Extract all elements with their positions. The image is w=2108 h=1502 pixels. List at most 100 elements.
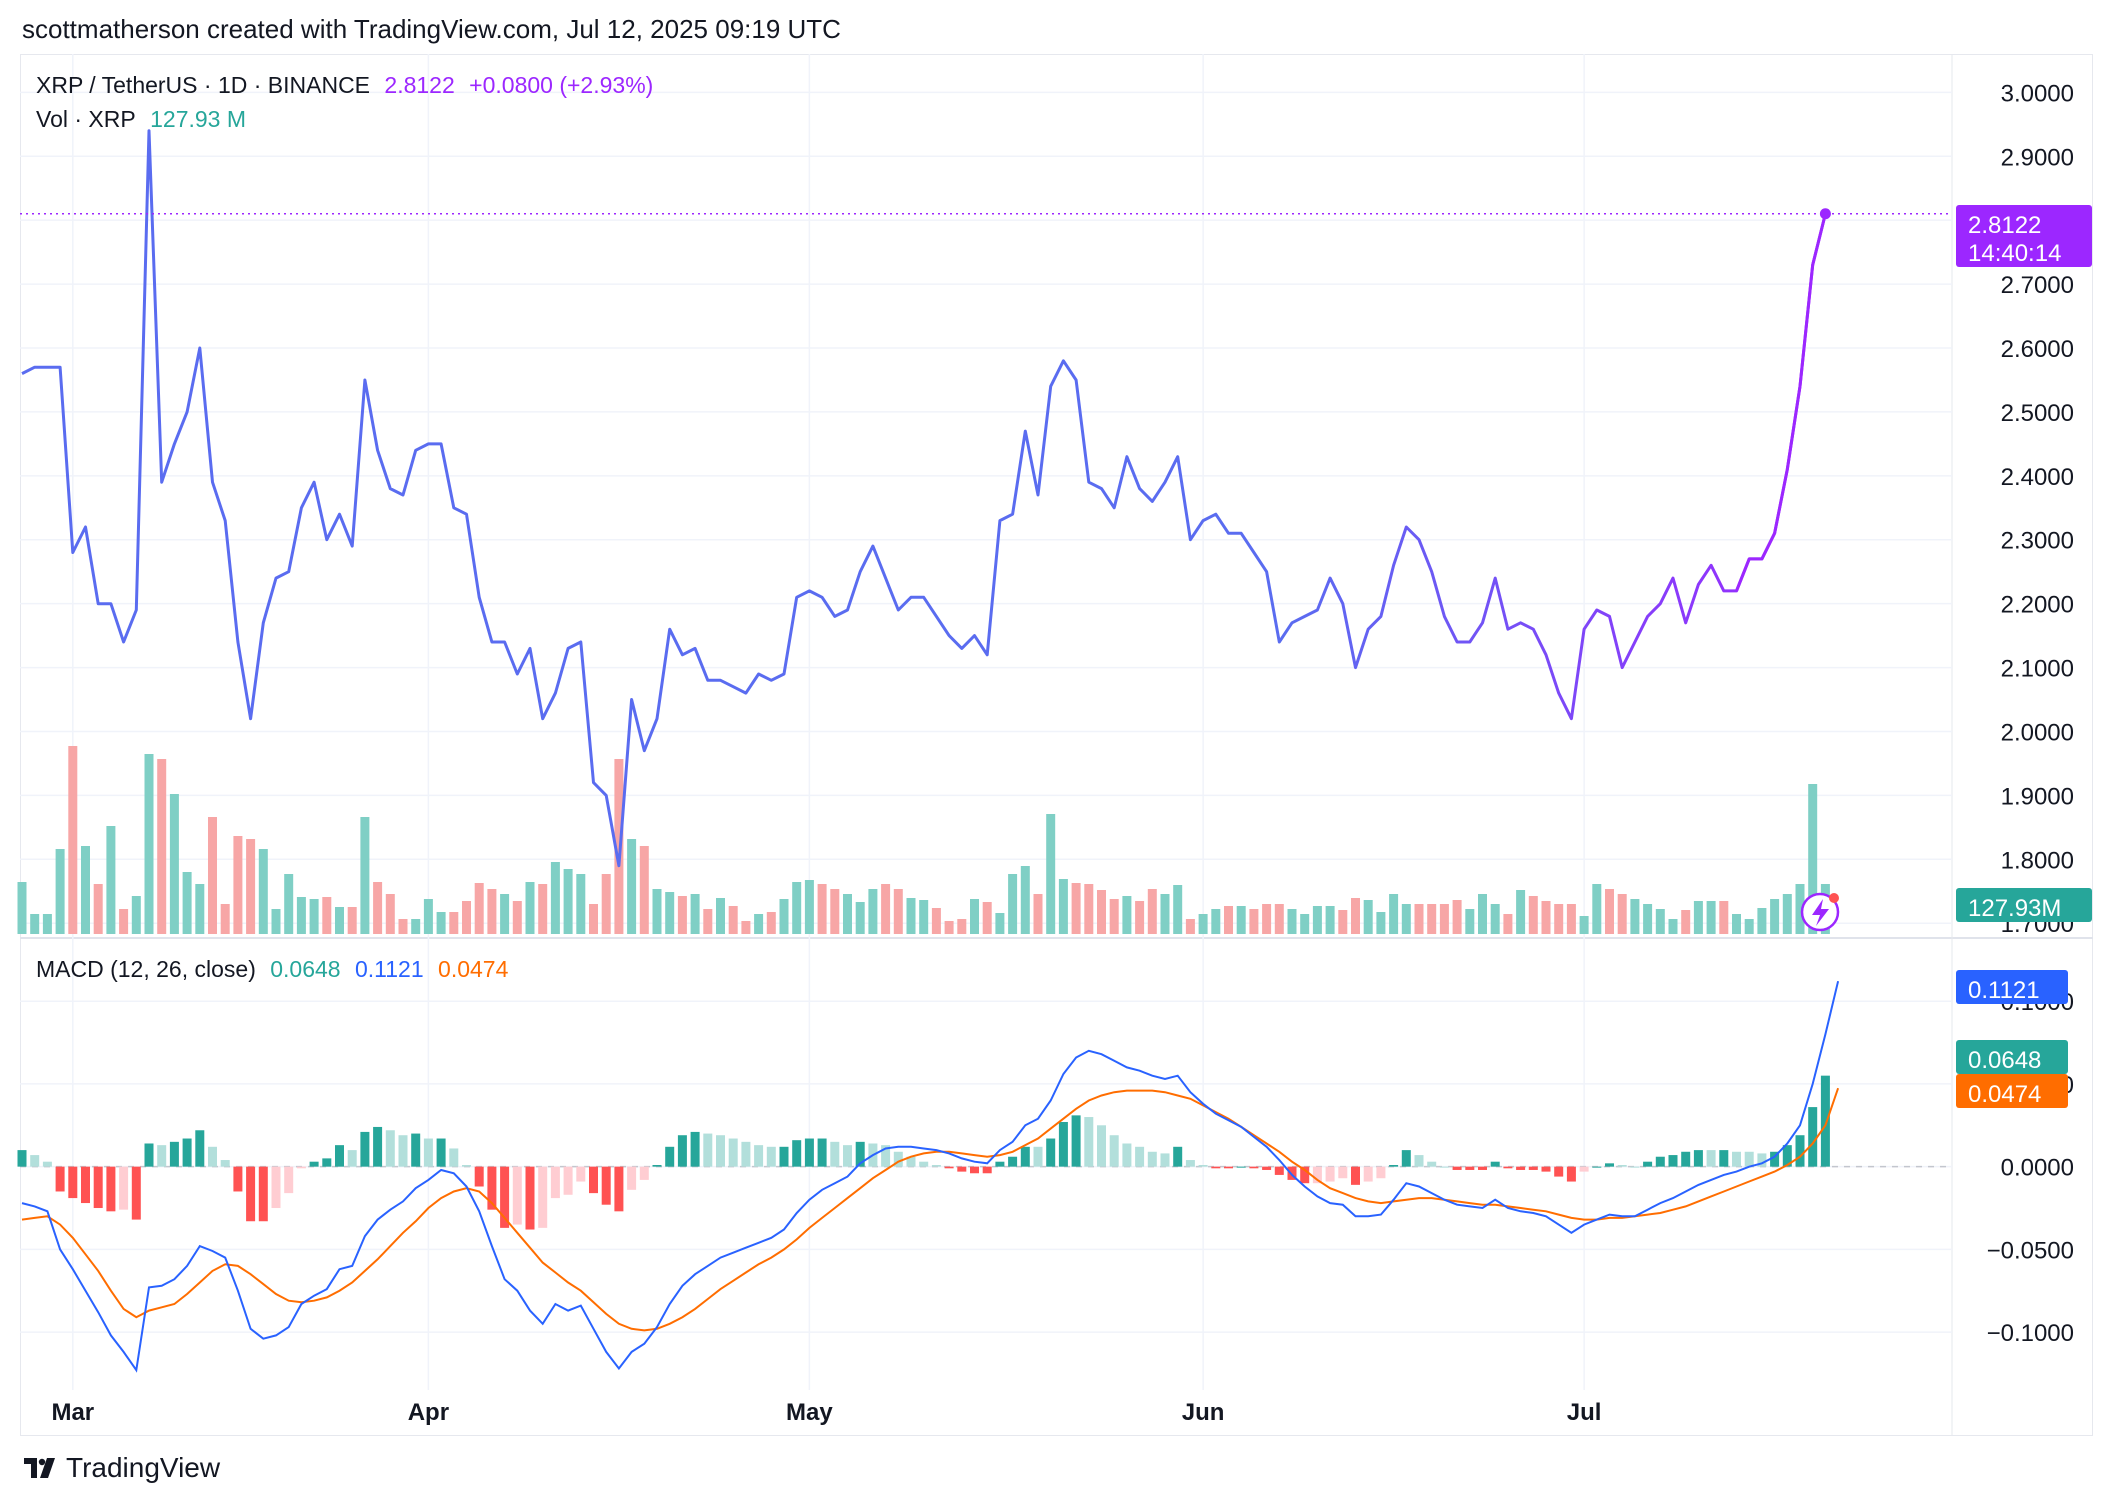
macd-hist-bar xyxy=(1084,1117,1094,1167)
macd-hist-bar xyxy=(1516,1166,1526,1170)
volume-bar xyxy=(830,889,840,934)
volume-bar xyxy=(1249,909,1259,934)
macd-hist-bar xyxy=(1274,1166,1284,1175)
macd-hist-bar xyxy=(1033,1146,1043,1167)
volume-bar xyxy=(589,904,598,934)
macd-hist-bar xyxy=(957,1166,967,1172)
macd-hist-bar xyxy=(1351,1166,1360,1185)
macd-hist-bar xyxy=(1630,1166,1640,1168)
volume-bar xyxy=(792,882,802,934)
macd-hist-bar xyxy=(474,1166,484,1187)
macd-hist-bar xyxy=(500,1166,510,1228)
volume-bar xyxy=(1414,904,1424,934)
macd-hist-bar xyxy=(1706,1150,1716,1167)
macd-hist-bar xyxy=(68,1166,78,1199)
price-tick-label: 1.9000 xyxy=(2001,783,2074,810)
volume-bar xyxy=(665,892,675,934)
volume-bar xyxy=(55,849,65,934)
volume-bar xyxy=(957,919,967,934)
macd-hist-bar xyxy=(550,1166,560,1199)
volume-bar xyxy=(1008,874,1018,934)
volume-bar xyxy=(931,908,941,934)
macd-label: MACD (12, 26, close) xyxy=(36,956,256,982)
volume-bar xyxy=(1795,884,1805,934)
macd-hist-bar xyxy=(309,1161,319,1167)
macd-hist-bar xyxy=(1566,1166,1576,1182)
axis-labels: MarAprMayJunJul3.00002.90002.80002.70002… xyxy=(51,80,2074,1426)
volume-bar xyxy=(906,898,916,934)
macd-hist-bar xyxy=(792,1140,802,1167)
volume-bar xyxy=(893,889,903,934)
volume-bar xyxy=(169,794,179,934)
macd-hist-bar xyxy=(741,1141,751,1167)
macd-hist-bar xyxy=(1541,1166,1551,1172)
volume-bar xyxy=(220,904,230,934)
macd-tick-label: 0.0000 xyxy=(2001,1155,2074,1182)
tradingview-logo-icon xyxy=(24,1458,55,1478)
lightning-icon xyxy=(1800,892,1840,932)
macd-line xyxy=(21,980,1840,1373)
volume-bar xyxy=(347,907,357,934)
price-tick-label: 1.8000 xyxy=(2001,847,2074,874)
volume-bar xyxy=(423,899,433,934)
volume-bar xyxy=(1643,904,1653,934)
macd-hist-bar xyxy=(1249,1166,1259,1169)
macd-hist-bar xyxy=(512,1166,522,1225)
macd-hist-bar xyxy=(144,1143,154,1167)
volume-legend: Vol · XRP 127.93 M xyxy=(36,106,254,133)
volume-bar xyxy=(131,896,141,934)
macd-hist-bar xyxy=(1338,1166,1348,1179)
macd-hist-bar xyxy=(398,1135,408,1167)
volume-bar xyxy=(995,913,1005,934)
macd-hist-bar xyxy=(906,1156,916,1167)
volume-bar xyxy=(766,912,776,934)
volume-bar xyxy=(1681,910,1691,934)
volume-bar xyxy=(843,894,852,934)
volume-bar xyxy=(1109,899,1119,934)
volume-bar xyxy=(436,912,446,934)
macd-hist-bar xyxy=(677,1135,687,1167)
volume-bar xyxy=(1465,909,1475,934)
hist-badge: 0.0648 xyxy=(1956,1040,2068,1074)
chart-frame xyxy=(20,54,2093,1436)
price-tick-label: 2.2000 xyxy=(2001,592,2074,619)
volume-bar xyxy=(1211,909,1221,934)
macd-hist-bar xyxy=(246,1166,256,1222)
volume-label: Vol · XRP xyxy=(36,106,136,132)
last-price: 2.8122 xyxy=(384,72,455,98)
price-line xyxy=(21,129,1827,868)
volume-bar xyxy=(500,894,510,934)
macd-hist-bar xyxy=(1452,1166,1462,1170)
volume-bar xyxy=(1617,894,1627,934)
macd-hist-bar xyxy=(830,1141,840,1167)
macd-hist-bar xyxy=(220,1160,230,1167)
volume-bar xyxy=(1757,908,1767,934)
series-lines xyxy=(20,129,1952,1373)
macd-hist-value: 0.0648 xyxy=(270,956,341,982)
volume-bar xyxy=(1122,896,1132,934)
macd-hist-bar xyxy=(360,1131,370,1167)
svg-text:127.93M: 127.93M xyxy=(1968,895,2061,922)
macd-hist-bar xyxy=(1427,1161,1437,1167)
macd-hist-bar xyxy=(1795,1135,1805,1167)
macd-hist-bar xyxy=(1160,1153,1170,1167)
volume-bar xyxy=(627,839,637,934)
macd-hist-bar xyxy=(779,1146,789,1167)
macd-hist-bar xyxy=(436,1138,446,1167)
volume-bar xyxy=(1668,919,1678,934)
macd-histogram xyxy=(17,1075,1830,1230)
macd-hist-bar xyxy=(1236,1166,1246,1168)
brand-name: TradingView xyxy=(66,1452,221,1483)
grid xyxy=(20,54,2093,1436)
macd-hist-bar xyxy=(1224,1166,1233,1169)
price-tick-label: 2.1000 xyxy=(2001,656,2074,683)
macd-hist-bar xyxy=(1058,1121,1068,1167)
volume-bar xyxy=(639,846,649,934)
volume-bar xyxy=(1376,912,1386,934)
volume-bar xyxy=(1058,879,1068,934)
volume-bar xyxy=(716,898,725,934)
macd-line-value: 0.1121 xyxy=(355,956,424,982)
x-tick-label: Mar xyxy=(51,1399,94,1426)
volume-bar xyxy=(703,909,713,934)
